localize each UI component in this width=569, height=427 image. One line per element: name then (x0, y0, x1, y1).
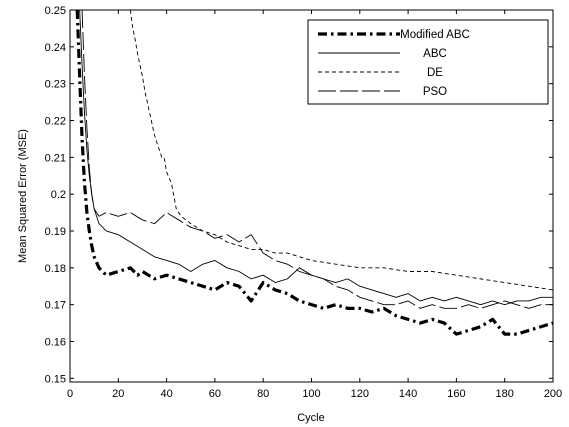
y-tick-label: 0.16 (45, 336, 66, 348)
x-tick-label: 140 (399, 388, 417, 400)
y-tick-label: 0.2 (51, 189, 66, 201)
x-tick-label: 20 (112, 388, 124, 400)
x-axis-label: Cycle (297, 412, 325, 424)
x-tick-label: 180 (496, 388, 514, 400)
series-line-pso (81, 10, 553, 309)
legend: Modified ABC ABC DE PSO (307, 19, 549, 105)
legend-entry: ABC (423, 48, 447, 60)
y-tick-label: 0.21 (45, 152, 66, 164)
x-tick-label: 60 (209, 388, 221, 400)
y-tick-label: 0.19 (45, 226, 66, 238)
legend-entry: PSO (423, 86, 447, 98)
legend-entry: Modified ABC (400, 29, 470, 41)
y-tick-label: 0.24 (45, 42, 66, 54)
series-line-abc (79, 10, 553, 306)
series-line-modified-abc (75, 10, 553, 336)
y-tick-label: 0.22 (45, 115, 66, 127)
ticks-layer: 0 20 40 60 80 100 120 140 160 180 200 0.15 0.16 0.17 0… (45, 5, 563, 400)
legend-box (307, 19, 549, 105)
y-tick-label: 0.25 (45, 5, 66, 17)
y-axis-label: Mean Squared Error (MSE) (17, 129, 29, 263)
y-tick-label: 0.18 (45, 263, 66, 275)
series-layer (75, 10, 553, 336)
plot-frame (69, 9, 554, 383)
x-tick-label: 200 (544, 388, 562, 400)
y-tick-label: 0.15 (45, 373, 66, 385)
x-tick-label: 100 (302, 388, 320, 400)
y-tick-label: 0.17 (45, 300, 66, 312)
series-line-de (129, 10, 553, 291)
x-tick-label: 160 (447, 388, 465, 400)
x-tick-label: 0 (67, 388, 73, 400)
y-tick-label: 0.23 (45, 79, 66, 91)
x-tick-label: 120 (351, 388, 369, 400)
x-tick-label: 80 (257, 388, 269, 400)
legend-entry: DE (427, 67, 443, 79)
x-tick-label: 40 (160, 388, 172, 400)
